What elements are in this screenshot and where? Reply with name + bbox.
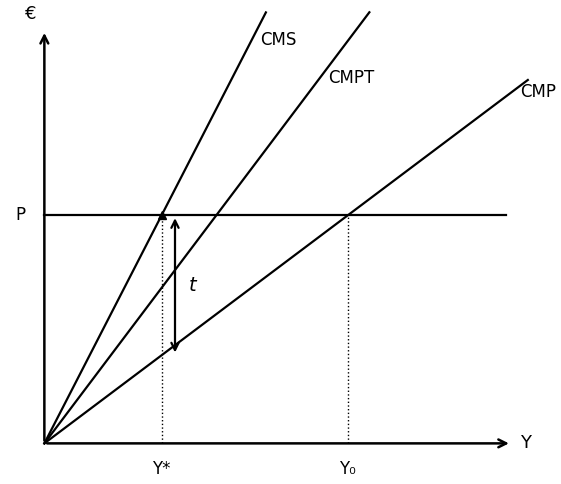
Text: Y: Y [520, 434, 531, 453]
Text: CMPT: CMPT [328, 69, 374, 87]
Text: CMS: CMS [260, 30, 296, 48]
Text: t: t [188, 276, 196, 295]
Text: CMP: CMP [520, 83, 556, 101]
Text: Y*: Y* [153, 460, 171, 478]
Text: Y₀: Y₀ [339, 460, 356, 478]
Text: €: € [25, 5, 36, 23]
Text: P: P [16, 206, 26, 225]
